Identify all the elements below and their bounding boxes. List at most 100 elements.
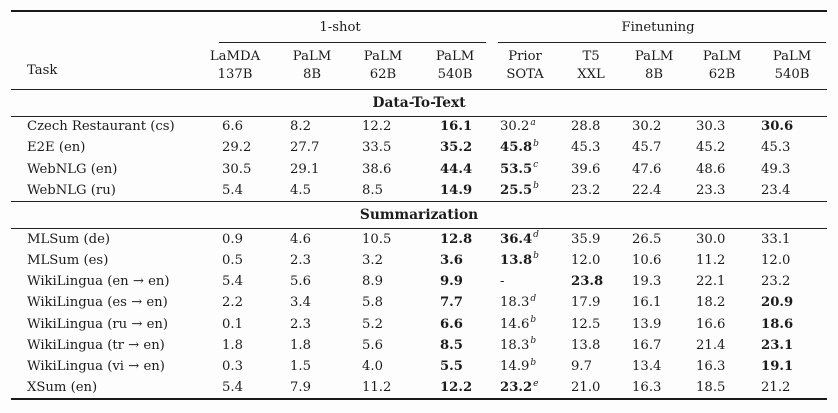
metric-value: 7.7 (421, 292, 489, 313)
metric-value: 27.7 (279, 137, 345, 158)
metric-number: 0.3 (222, 359, 243, 375)
metric-number: 11.2 (696, 252, 726, 268)
metric-number: 4.6 (290, 231, 311, 247)
metric-number: 12.5 (571, 316, 601, 332)
metric-number: 23.2 (571, 182, 601, 198)
metric-number: 19.1 (761, 359, 794, 375)
metric-value: 30.6 (757, 116, 827, 137)
metric-number: 27.7 (290, 140, 320, 156)
column-header-4: Prior SOTA (489, 43, 562, 90)
metric-number: 20.9 (761, 295, 794, 311)
column-header-line1: PaLM (772, 48, 812, 64)
metric-number: 39.6 (571, 161, 601, 177)
metric-value: 16.7 (621, 335, 687, 356)
metric-value: 45.2 (687, 137, 757, 158)
column-header-line2: 8B (645, 66, 664, 82)
metric-value: 16.3 (687, 356, 757, 377)
metric-value: 53.5c (489, 159, 561, 180)
metric-number: 16.6 (696, 316, 726, 332)
metric-value: 2.3 (279, 313, 345, 334)
metric-value: 1.8 (279, 335, 345, 356)
metric-number: 5.4 (222, 379, 243, 395)
metric-number: 3.6 (440, 252, 463, 268)
table-row: E2E (en) 29.2 27.7 33.5 35.2 45.8b 45.3 45.7 45.… (11, 137, 827, 158)
metric-number: 45.3 (571, 140, 601, 156)
metric-value: 10.5 (345, 228, 421, 249)
metric-value: 23.4 (757, 180, 827, 201)
metric-number: 18.5 (696, 379, 726, 395)
metric-number: 23.1 (761, 337, 794, 353)
metric-number: 8.5 (362, 182, 383, 198)
metric-value: 3.4 (279, 292, 345, 313)
metric-number: 36.4 (500, 231, 533, 247)
metric-value: 23.3 (687, 180, 757, 201)
metric-number: 19.3 (632, 273, 662, 289)
metric-value: 23.2 (561, 180, 621, 201)
metric-number: 3.4 (290, 295, 311, 311)
metric-value: 33.1 (757, 228, 827, 249)
task-label: XSum (en) (27, 379, 98, 395)
metric-value: 16.6 (687, 313, 757, 334)
metric-number: 8.5 (440, 337, 463, 353)
column-header-5: T5 XXL (561, 43, 622, 90)
metric-value: 16.1 (621, 292, 687, 313)
metric-value: 36.4d (489, 228, 561, 249)
column-header-line1: PaLM (292, 48, 332, 64)
superscript-note: b (533, 181, 539, 192)
superscript-note: c (533, 160, 539, 171)
metric-value: 16.1 (421, 116, 489, 137)
metric-number: 16.7 (632, 337, 662, 353)
metric-value: 48.6 (687, 159, 757, 180)
metric-value: 29.2 (191, 137, 279, 158)
metric-number: 23.8 (571, 273, 604, 289)
metric-number: 18.3 (500, 295, 530, 311)
metric-value: 0.9 (191, 228, 279, 249)
metric-number: 7.7 (440, 295, 463, 311)
metric-value: 4.0 (345, 356, 421, 377)
metric-number: 1.8 (290, 337, 311, 353)
metric-number: 5.5 (440, 359, 463, 375)
metric-value: 12.0 (561, 249, 621, 270)
metric-number: 5.6 (362, 337, 383, 353)
metric-value: 19.3 (621, 271, 687, 292)
metric-number: 33.5 (362, 140, 392, 156)
metric-value: 14.9b (489, 356, 561, 377)
group-label-1shot: 1-shot (319, 20, 361, 35)
metric-number: 45.8 (500, 140, 533, 156)
metric-number: 26.5 (632, 231, 662, 247)
metric-value: 14.9 (421, 180, 489, 201)
metric-value: 5.8 (345, 292, 421, 313)
metric-number: 23.3 (696, 182, 726, 198)
metric-number: 25.5 (500, 182, 533, 198)
metric-number: 21.4 (696, 337, 726, 353)
metric-value: 5.4 (191, 271, 279, 292)
table-row: WikiLingua (tr → en) 1.8 1.8 5.6 8.5 18.3b 13.… (11, 335, 827, 356)
metric-number: 5.4 (222, 182, 243, 198)
metric-number: 16.3 (696, 359, 726, 375)
metric-value: 17.9 (561, 292, 621, 313)
metric-number: 2.3 (290, 316, 311, 332)
metric-value: 5.5 (421, 356, 489, 377)
metric-number: 30.3 (696, 119, 726, 135)
metric-number: 35.2 (440, 140, 473, 156)
metric-value: 22.1 (687, 271, 757, 292)
column-header-1: PaLM 8B (279, 43, 345, 90)
task-label: WikiLingua (vi → en) (27, 359, 165, 375)
metric-number: 30.5 (222, 161, 252, 177)
metric-value: 1.5 (279, 356, 345, 377)
metric-value: 9.9 (421, 271, 489, 292)
metric-value: 23.8 (561, 271, 621, 292)
metric-number: 12.2 (362, 119, 392, 135)
metric-value: 5.4 (191, 377, 279, 398)
metric-value: 5.6 (279, 271, 345, 292)
metric-number: 11.2 (362, 379, 392, 395)
column-header-8: PaLM 540B (757, 43, 828, 90)
metric-number: 13.4 (632, 359, 662, 375)
metric-value: 47.6 (621, 159, 687, 180)
superscript-note: e (533, 378, 539, 389)
table-body: Data-To-Text Czech Restaurant (cs) 6.6 8.2 1… (11, 88, 828, 399)
task-label: WikiLingua (ru → en) (27, 316, 169, 332)
metric-value: 9.7 (561, 356, 621, 377)
metric-number: 18.6 (761, 316, 794, 332)
task-label: WikiLingua (tr → en) (27, 337, 165, 353)
